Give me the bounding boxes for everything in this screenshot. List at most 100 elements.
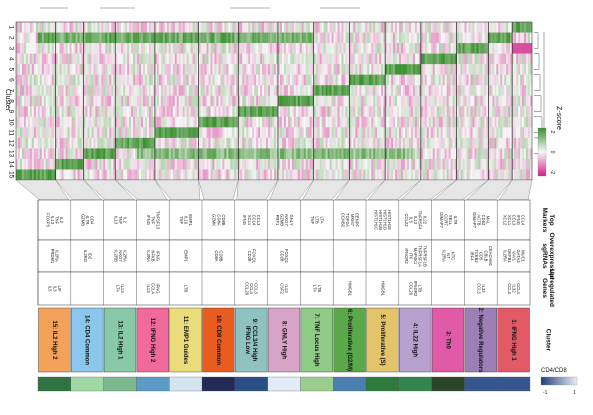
heatmap-cell — [279, 74, 283, 86]
cluster-name: 3: Th0 — [444, 331, 450, 349]
heatmap-cell — [16, 148, 19, 160]
heatmap-cell — [432, 43, 435, 54]
heatmap-cell — [230, 64, 233, 75]
heatmap-cell — [272, 64, 275, 75]
heatmap-cell — [287, 106, 291, 117]
heatmap-cell — [508, 95, 511, 107]
heatmap-cell — [49, 106, 52, 117]
heatmap-cell — [230, 169, 233, 181]
heatmap-cell — [289, 116, 293, 128]
heatmap-cell — [528, 95, 531, 107]
heatmap-cell — [188, 158, 191, 170]
heatmap-cell — [244, 169, 247, 181]
cell-text: IFNG — [516, 215, 521, 225]
heatmap-cell — [256, 95, 259, 107]
heatmap-cell — [137, 95, 140, 107]
heatmap-cell — [182, 169, 185, 181]
heatmap-cell — [414, 53, 418, 65]
heatmap-cell — [97, 32, 100, 44]
heatmap-cell — [333, 74, 336, 86]
heatmap-cell — [373, 43, 376, 54]
heatmap-cell — [299, 85, 302, 96]
heatmap-cell — [250, 137, 253, 149]
heatmap-cell — [196, 106, 199, 117]
heatmap-cell — [19, 53, 23, 65]
heatmap-cell — [442, 148, 445, 160]
heatmap-cell — [381, 53, 384, 65]
heatmap-cell — [369, 106, 372, 117]
heatmap-cell — [127, 127, 130, 139]
cell-text: TCEB2 — [474, 249, 479, 263]
heatmap-cell — [41, 32, 44, 44]
heatmap-cell — [127, 169, 130, 181]
heatmap-cell — [204, 106, 207, 117]
heatmap-cell — [256, 127, 259, 139]
heatmap-cell — [446, 74, 449, 86]
heatmap-cell — [422, 158, 426, 170]
heatmap-cell — [440, 137, 443, 149]
heatmap-cell — [329, 43, 332, 54]
heatmap-cell — [21, 85, 25, 96]
heatmap-cell — [297, 137, 300, 149]
heatmap-cell — [41, 137, 44, 149]
heatmap-cell — [91, 158, 94, 170]
heatmap-cell — [25, 53, 29, 65]
heatmap-cell — [17, 158, 21, 170]
heatmap-cell — [474, 43, 477, 54]
heatmap-cell — [353, 158, 356, 170]
heatmap-cell — [139, 53, 142, 65]
heatmap-cell — [33, 22, 37, 33]
heatmap-cell — [230, 137, 233, 149]
table-row-sgrnas — [37, 239, 531, 273]
heatmap-cell — [490, 43, 493, 54]
heatmap-cell — [301, 158, 304, 170]
heatmap-cell — [486, 106, 489, 117]
heatmap-cell — [170, 148, 173, 160]
heatmap-cell — [89, 158, 92, 170]
heatmap-cell — [272, 32, 275, 44]
heatmap-cell — [39, 64, 42, 75]
heatmap-cell — [27, 158, 31, 170]
heatmap-cell — [512, 95, 515, 107]
heatmap-cell — [200, 169, 203, 181]
heatmap-cell — [492, 158, 495, 170]
heatmap-cell — [113, 22, 116, 33]
heatmap-cell — [337, 95, 340, 107]
heatmap-cell — [202, 32, 205, 44]
heatmap-cell — [450, 74, 453, 86]
heatmap-cell — [377, 158, 380, 170]
heatmap-cell — [246, 95, 249, 107]
row-label: 12 — [7, 140, 14, 148]
heatmap-cell — [55, 95, 58, 107]
heatmap-cell — [220, 22, 223, 33]
cell-text: TNFSF13 — [155, 211, 160, 230]
heatmap-cell — [331, 169, 334, 181]
heatmap-cell — [81, 106, 84, 117]
heatmap-cell — [125, 116, 128, 128]
heatmap-cell — [252, 106, 255, 117]
cluster-box — [366, 307, 399, 373]
heatmap-cell — [170, 85, 173, 96]
heatmap-cell — [27, 148, 31, 160]
heatmap-cell — [397, 85, 400, 96]
heatmap-cell — [216, 85, 219, 96]
heatmap-cell — [391, 169, 394, 181]
heatmap-cell — [357, 116, 360, 128]
heatmap-cell — [404, 169, 408, 181]
heatmap-cell — [19, 148, 23, 160]
heatmap-cell — [67, 85, 70, 96]
heatmap-cell — [305, 158, 308, 170]
heatmap-cell — [456, 64, 459, 75]
heatmap-cell — [192, 127, 195, 139]
heatmap-cell — [299, 22, 302, 33]
heatmap-cell — [208, 53, 211, 65]
heatmap-cell — [188, 53, 191, 65]
heatmap-cell — [325, 158, 328, 170]
heatmap-cell — [446, 137, 449, 149]
heatmap-cell — [472, 43, 475, 54]
header-text: Top — [548, 214, 555, 225]
heatmap-cell — [154, 74, 158, 86]
heatmap-cell — [327, 22, 330, 33]
heatmap-cell — [496, 85, 499, 96]
heatmap-cell — [480, 74, 483, 86]
